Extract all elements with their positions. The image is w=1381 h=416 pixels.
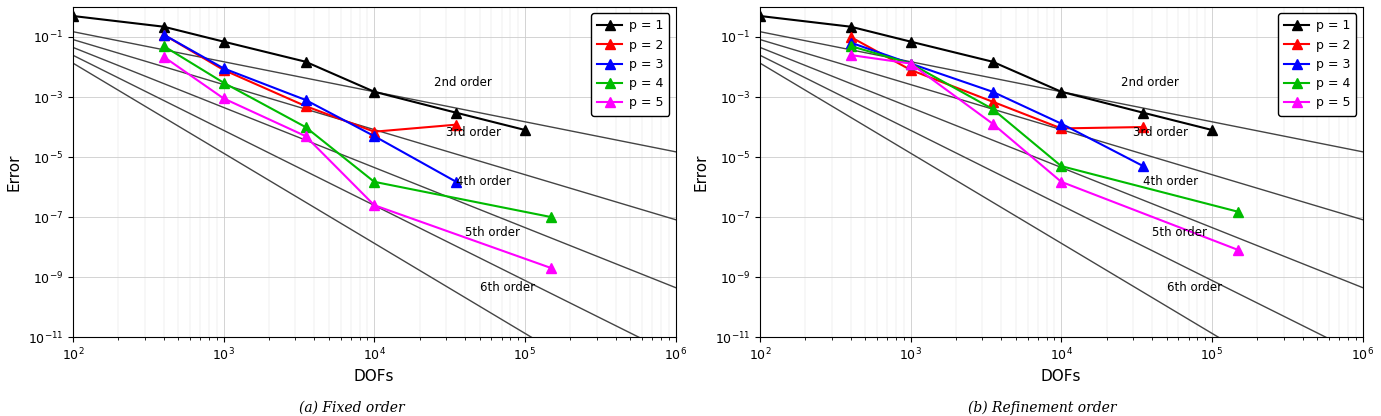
Line: p = 1: p = 1 <box>68 11 530 135</box>
p = 5 <box>543 266 559 271</box>
Line: p = 2: p = 2 <box>159 30 461 136</box>
p = 1 <box>1204 127 1221 132</box>
p = 3 <box>215 66 232 71</box>
p = 4 <box>1052 163 1069 168</box>
Y-axis label: Error: Error <box>7 154 22 191</box>
Legend: p = 1, p = 2, p = 3, p = 4, p = 5: p = 1, p = 2, p = 3, p = 4, p = 5 <box>591 13 670 116</box>
p = 4 <box>985 106 1001 111</box>
p = 2 <box>155 32 171 37</box>
p = 4 <box>842 44 859 49</box>
p = 2 <box>985 99 1001 104</box>
p = 4 <box>543 215 559 220</box>
p = 2 <box>297 104 313 109</box>
Text: 4th order: 4th order <box>1143 175 1199 188</box>
Text: 6th order: 6th order <box>1167 281 1222 294</box>
p = 4 <box>215 80 232 85</box>
Text: 3rd order: 3rd order <box>446 126 501 139</box>
Line: p = 3: p = 3 <box>845 38 1148 171</box>
p = 5 <box>215 96 232 101</box>
p = 3 <box>447 179 464 184</box>
Text: 5th order: 5th order <box>465 225 519 239</box>
p = 1 <box>751 13 768 18</box>
Legend: p = 1, p = 2, p = 3, p = 4, p = 5: p = 1, p = 2, p = 3, p = 4, p = 5 <box>1277 13 1356 116</box>
p = 5 <box>985 121 1001 126</box>
Line: p = 4: p = 4 <box>845 41 1243 217</box>
Text: 5th order: 5th order <box>1152 225 1207 239</box>
Line: p = 5: p = 5 <box>159 52 557 273</box>
p = 3 <box>297 97 313 102</box>
p = 1 <box>516 127 533 132</box>
Line: p = 2: p = 2 <box>845 32 1148 133</box>
p = 2 <box>902 67 918 72</box>
p = 5 <box>155 54 171 59</box>
p = 3 <box>155 32 171 37</box>
p = 1 <box>902 39 918 44</box>
p = 5 <box>297 134 313 139</box>
Text: 4th order: 4th order <box>456 175 511 188</box>
Line: p = 5: p = 5 <box>845 50 1243 255</box>
p = 1 <box>297 59 313 64</box>
p = 2 <box>1052 126 1069 131</box>
p = 1 <box>366 89 383 94</box>
p = 2 <box>447 122 464 127</box>
Text: (a) Fixed order: (a) Fixed order <box>300 401 405 415</box>
p = 2 <box>215 67 232 72</box>
p = 4 <box>297 124 313 129</box>
p = 5 <box>842 52 859 57</box>
Y-axis label: Error: Error <box>695 154 708 191</box>
p = 1 <box>1135 110 1152 115</box>
p = 2 <box>842 35 859 40</box>
p = 1 <box>215 39 232 44</box>
p = 5 <box>366 203 383 208</box>
Text: 2nd order: 2nd order <box>434 77 492 89</box>
p = 2 <box>366 129 383 134</box>
p = 1 <box>1052 89 1069 94</box>
p = 3 <box>1052 121 1069 126</box>
Text: 6th order: 6th order <box>479 281 534 294</box>
p = 4 <box>1230 209 1247 214</box>
p = 3 <box>902 61 918 66</box>
Text: (b) Refinement order: (b) Refinement order <box>968 401 1117 415</box>
Line: p = 1: p = 1 <box>755 11 1217 135</box>
Text: 2nd order: 2nd order <box>1121 77 1179 89</box>
Line: p = 3: p = 3 <box>159 30 461 187</box>
p = 4 <box>155 44 171 49</box>
p = 4 <box>366 179 383 184</box>
Line: p = 4: p = 4 <box>159 41 557 222</box>
p = 3 <box>1135 163 1152 168</box>
p = 5 <box>1230 248 1247 253</box>
p = 1 <box>985 59 1001 64</box>
p = 4 <box>902 61 918 66</box>
p = 5 <box>902 61 918 66</box>
p = 1 <box>155 24 171 29</box>
p = 1 <box>447 110 464 115</box>
p = 1 <box>842 24 859 29</box>
Text: 3rd order: 3rd order <box>1132 126 1188 139</box>
X-axis label: DOFs: DOFs <box>354 369 395 384</box>
X-axis label: DOFs: DOFs <box>1041 369 1081 384</box>
p = 3 <box>842 40 859 45</box>
p = 3 <box>985 89 1001 94</box>
p = 5 <box>1052 179 1069 184</box>
p = 1 <box>65 13 81 18</box>
p = 2 <box>1135 124 1152 129</box>
p = 3 <box>366 134 383 139</box>
